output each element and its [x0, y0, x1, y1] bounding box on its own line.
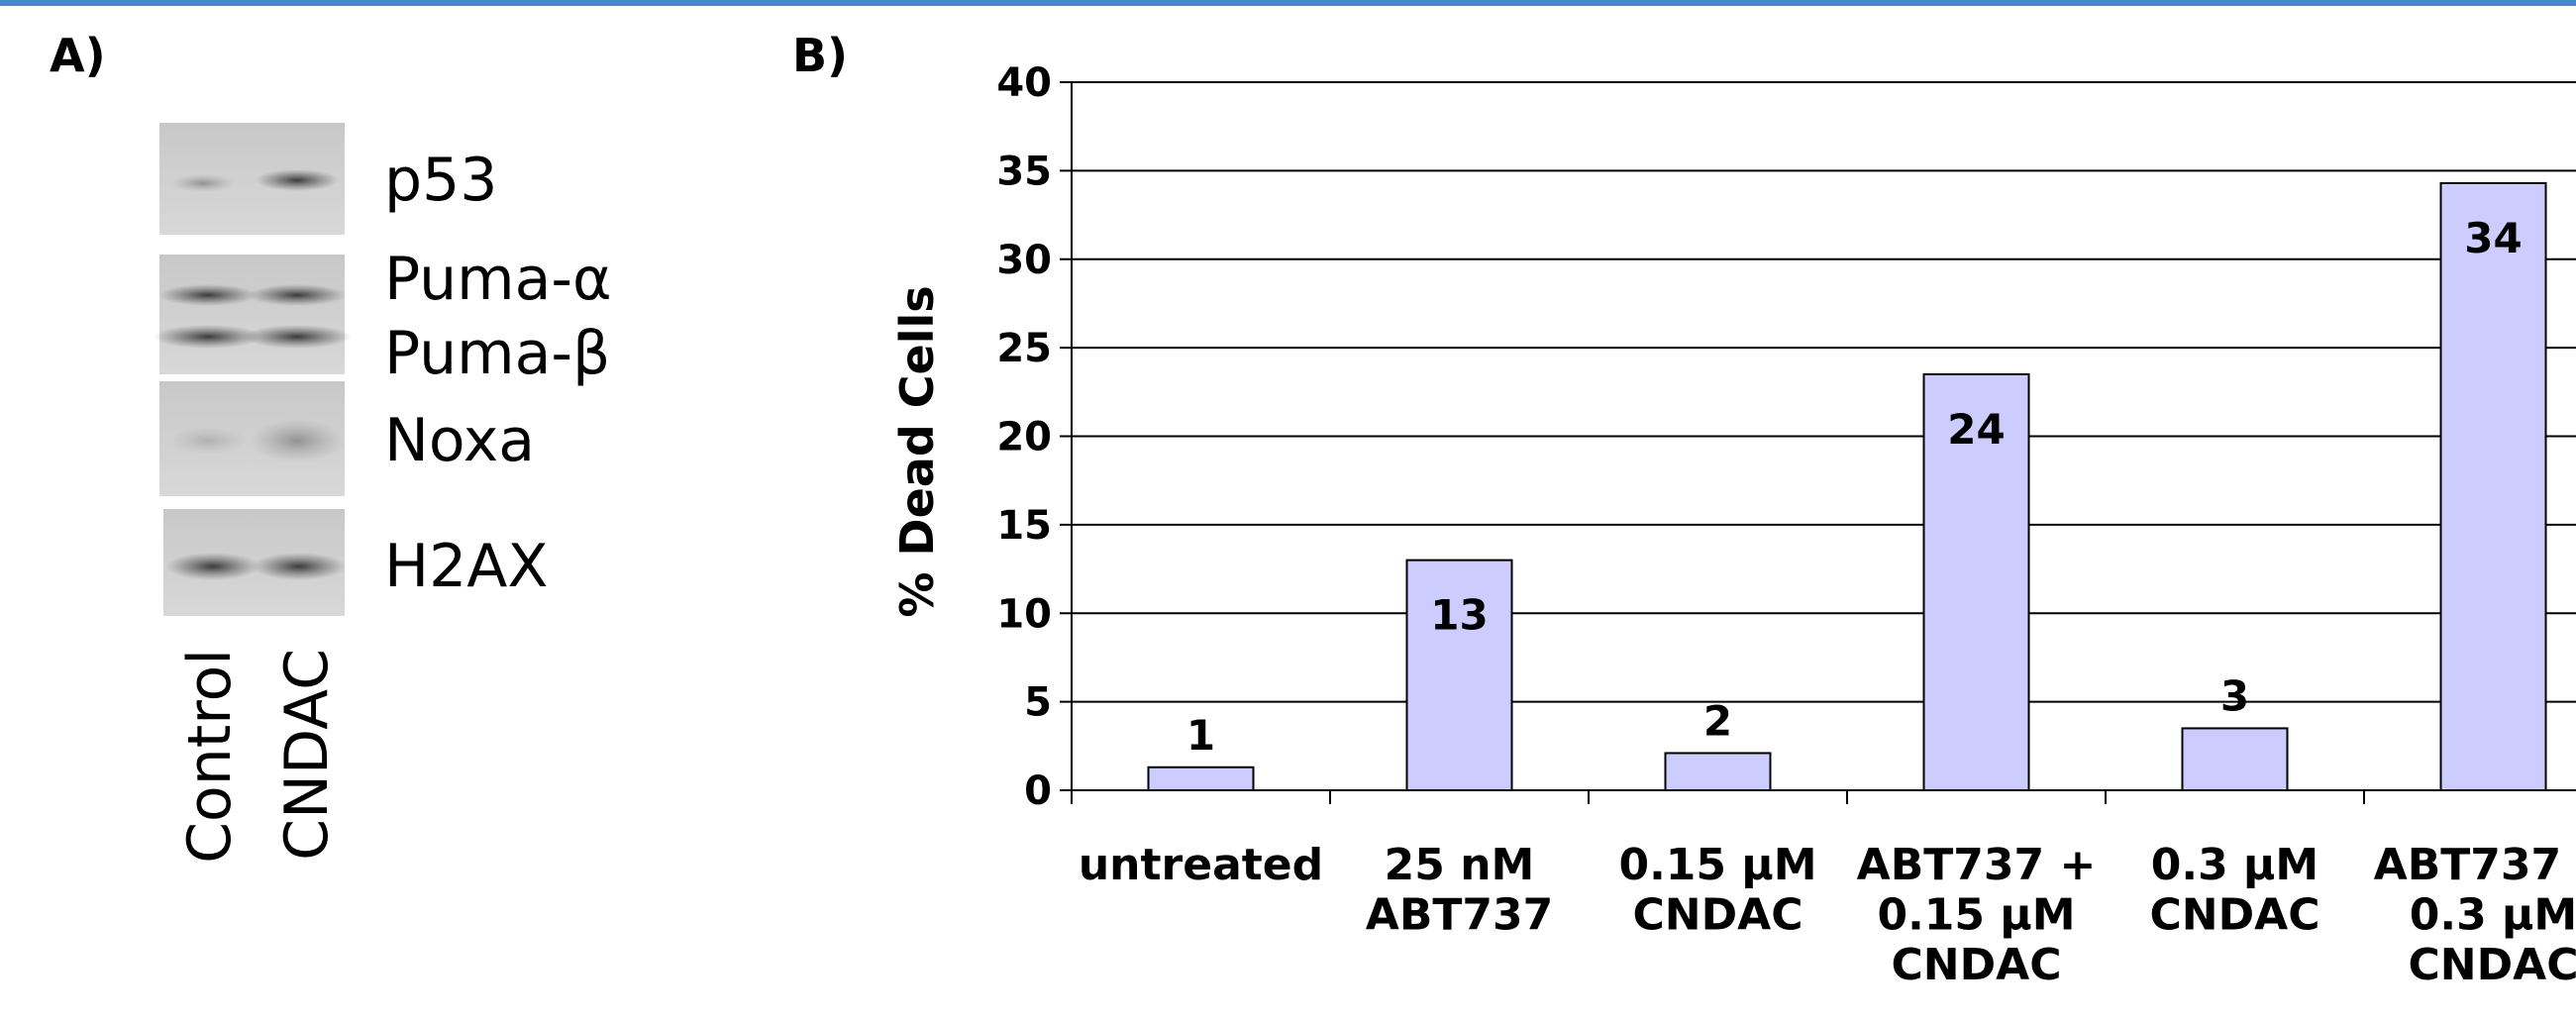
lane-label: Control — [175, 649, 245, 864]
y-tick-label: 35 — [996, 149, 1052, 194]
protein-label: p53 — [384, 146, 497, 215]
value-label: 2 — [1703, 696, 1732, 745]
protein-label: H2AX — [384, 532, 548, 601]
bar — [1666, 753, 1771, 790]
protein-label: Puma-β — [384, 319, 610, 388]
y-tick-label: 10 — [996, 591, 1052, 637]
blot-band — [243, 325, 352, 349]
y-tick-label: 30 — [996, 238, 1052, 283]
blot-band — [252, 553, 347, 580]
bar — [2441, 183, 2546, 790]
y-tick-label: 40 — [996, 60, 1052, 106]
y-tick-label: 25 — [996, 326, 1052, 371]
blot-band — [250, 419, 345, 462]
blot-band — [256, 169, 339, 191]
blot-strip — [159, 255, 345, 374]
y-tick-label: 20 — [996, 415, 1052, 460]
lane-label: CNDAC — [272, 649, 342, 861]
value-label: 3 — [2220, 671, 2249, 720]
blot-band — [165, 553, 260, 580]
top-border — [0, 0, 2576, 6]
value-label: 34 — [2464, 214, 2522, 262]
figure: A) B) p53 Puma-α Puma-β Noxa H2AX Contro… — [0, 0, 2576, 1022]
western-blot — [154, 123, 352, 616]
protein-label: Noxa — [384, 406, 535, 475]
panel-label: B) — [792, 29, 848, 82]
bar — [2183, 728, 2288, 790]
y-tick-label: 15 — [996, 503, 1052, 549]
y-tick-label: 5 — [1024, 680, 1052, 726]
y-axis-title: % Dead Cells — [890, 285, 944, 617]
x-tick-label: untreated — [1079, 840, 1323, 890]
blot-band — [248, 284, 347, 306]
protein-label: Puma-α — [384, 245, 612, 314]
value-label: 13 — [1430, 591, 1488, 640]
blot-band — [158, 284, 258, 306]
y-tick-label: 0 — [1024, 768, 1052, 814]
panel-label: A) — [50, 29, 106, 82]
value-label: 24 — [1947, 405, 2005, 454]
blot-band — [168, 427, 248, 455]
blot-band — [171, 174, 235, 192]
value-label: 1 — [1186, 711, 1215, 760]
bar — [1149, 767, 1254, 790]
